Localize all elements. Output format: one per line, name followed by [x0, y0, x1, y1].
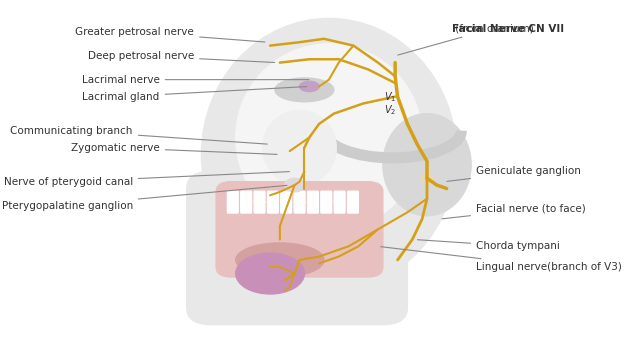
FancyBboxPatch shape	[281, 191, 292, 203]
Text: Nerve of pterygoid canal: Nerve of pterygoid canal	[4, 172, 289, 187]
FancyBboxPatch shape	[268, 191, 278, 203]
Text: Lingual nerve(branch of V3): Lingual nerve(branch of V3)	[381, 247, 622, 272]
Text: Communicating branch: Communicating branch	[11, 126, 268, 144]
Text: Deep petrosal nerve: Deep petrosal nerve	[88, 51, 274, 62]
Ellipse shape	[285, 178, 304, 192]
Text: Pterygopalatine ganglion: Pterygopalatine ganglion	[1, 185, 287, 211]
FancyBboxPatch shape	[241, 201, 251, 213]
Text: Geniculate ganglion: Geniculate ganglion	[447, 166, 581, 181]
Ellipse shape	[236, 253, 304, 294]
Ellipse shape	[201, 19, 456, 291]
FancyBboxPatch shape	[228, 201, 238, 213]
Text: Greater petrosal nerve: Greater petrosal nerve	[75, 27, 265, 42]
Ellipse shape	[275, 78, 334, 102]
FancyBboxPatch shape	[308, 201, 318, 213]
Text: (from cranium): (from cranium)	[398, 24, 533, 55]
FancyBboxPatch shape	[281, 201, 292, 213]
Ellipse shape	[421, 174, 433, 182]
FancyBboxPatch shape	[348, 201, 358, 213]
FancyBboxPatch shape	[241, 191, 251, 203]
Ellipse shape	[236, 243, 324, 277]
Text: Facial Nerve CN VII: Facial Nerve CN VII	[451, 24, 564, 34]
FancyBboxPatch shape	[187, 172, 408, 324]
FancyBboxPatch shape	[294, 201, 305, 213]
FancyBboxPatch shape	[334, 191, 345, 203]
Ellipse shape	[226, 25, 432, 168]
Ellipse shape	[236, 44, 422, 231]
FancyBboxPatch shape	[216, 182, 383, 277]
Text: $V_1$: $V_1$	[384, 90, 396, 104]
Text: Lacrimal gland: Lacrimal gland	[82, 86, 306, 102]
Ellipse shape	[262, 110, 336, 185]
FancyBboxPatch shape	[308, 191, 318, 203]
Text: Zygomatic nerve: Zygomatic nerve	[71, 143, 277, 154]
FancyBboxPatch shape	[254, 191, 265, 203]
Ellipse shape	[383, 114, 471, 216]
Ellipse shape	[299, 81, 319, 92]
FancyBboxPatch shape	[294, 191, 305, 203]
FancyBboxPatch shape	[321, 191, 332, 203]
FancyBboxPatch shape	[268, 201, 278, 213]
Text: Facial nerve (to face): Facial nerve (to face)	[442, 204, 586, 219]
FancyBboxPatch shape	[334, 201, 345, 213]
FancyBboxPatch shape	[254, 201, 265, 213]
FancyBboxPatch shape	[321, 201, 332, 213]
Text: Lacrimal nerve: Lacrimal nerve	[82, 75, 309, 85]
Text: Chorda tympani: Chorda tympani	[418, 240, 560, 251]
FancyBboxPatch shape	[348, 191, 358, 203]
Text: $V_2$: $V_2$	[384, 104, 396, 117]
FancyBboxPatch shape	[228, 191, 238, 203]
